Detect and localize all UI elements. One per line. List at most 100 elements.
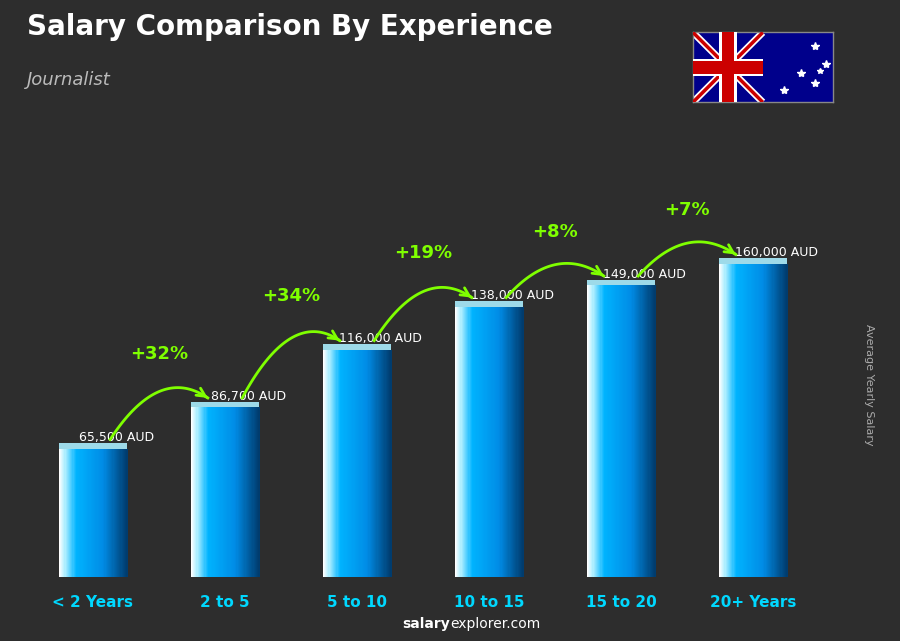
Bar (82, 449, 83, 577)
Bar (58, 443, 127, 449)
Bar (121, 449, 122, 577)
Bar (734, 264, 735, 577)
Bar (338, 350, 340, 577)
Bar (63, 449, 65, 577)
Bar (693, 61, 763, 74)
Bar (100, 449, 102, 577)
Bar (230, 407, 231, 577)
Text: explorer.com: explorer.com (450, 617, 540, 631)
Bar (764, 264, 766, 577)
Bar (647, 285, 649, 577)
Bar (747, 264, 749, 577)
Bar (104, 449, 106, 577)
Bar (722, 33, 734, 102)
Bar (125, 449, 126, 577)
Bar (752, 264, 753, 577)
Bar (774, 264, 775, 577)
Bar (126, 449, 128, 577)
Bar (645, 285, 646, 577)
Text: +32%: +32% (130, 345, 188, 363)
Bar (479, 307, 480, 577)
Bar (522, 307, 524, 577)
Bar (334, 350, 336, 577)
Bar (626, 285, 628, 577)
Bar (639, 285, 641, 577)
Bar (346, 350, 348, 577)
Bar (454, 307, 456, 577)
Bar (653, 285, 654, 577)
Bar (72, 449, 74, 577)
Bar (459, 307, 461, 577)
Bar (192, 407, 194, 577)
Bar (719, 33, 736, 102)
Bar (587, 285, 588, 577)
Bar (378, 350, 379, 577)
Bar (467, 307, 469, 577)
Bar (634, 285, 636, 577)
Bar (729, 264, 731, 577)
Bar (58, 449, 60, 577)
Bar (253, 407, 254, 577)
Bar (349, 350, 350, 577)
Bar (235, 407, 237, 577)
Text: 5 to 10: 5 to 10 (327, 595, 387, 610)
Bar (323, 344, 392, 350)
Bar (620, 285, 621, 577)
Bar (388, 350, 390, 577)
Bar (114, 449, 116, 577)
Bar (113, 449, 115, 577)
Bar (108, 449, 109, 577)
Bar (109, 449, 111, 577)
Text: +34%: +34% (262, 287, 320, 305)
Bar (80, 449, 82, 577)
Bar (772, 264, 774, 577)
Bar (338, 350, 339, 577)
Bar (86, 449, 87, 577)
Bar (636, 285, 637, 577)
Bar (754, 264, 756, 577)
Text: Journalist: Journalist (27, 71, 111, 88)
Bar (340, 350, 341, 577)
Bar (768, 264, 769, 577)
Bar (368, 350, 370, 577)
Bar (384, 350, 386, 577)
Bar (195, 407, 197, 577)
Bar (220, 407, 221, 577)
Bar (232, 407, 233, 577)
Bar (491, 307, 492, 577)
Bar (500, 307, 502, 577)
Bar (483, 307, 485, 577)
Bar (117, 449, 119, 577)
Bar (637, 285, 638, 577)
Bar (604, 285, 605, 577)
Bar (614, 285, 616, 577)
Bar (87, 449, 89, 577)
Bar (343, 350, 345, 577)
Bar (92, 449, 94, 577)
Bar (478, 307, 479, 577)
Bar (213, 407, 215, 577)
Bar (489, 307, 491, 577)
Bar (71, 449, 73, 577)
Bar (496, 307, 498, 577)
Bar (465, 307, 466, 577)
Bar (326, 350, 328, 577)
Bar (360, 350, 362, 577)
Bar (69, 449, 70, 577)
Bar (61, 449, 62, 577)
Bar (202, 407, 203, 577)
Bar (350, 350, 352, 577)
Bar (518, 307, 519, 577)
Bar (599, 285, 600, 577)
Bar (463, 307, 464, 577)
Text: 149,000 AUD: 149,000 AUD (603, 268, 686, 281)
Bar (389, 350, 391, 577)
Bar (67, 449, 68, 577)
Bar (510, 307, 512, 577)
Text: 20+ Years: 20+ Years (710, 595, 796, 610)
Bar (612, 285, 613, 577)
Bar (218, 407, 220, 577)
Bar (381, 350, 382, 577)
Bar (74, 449, 75, 577)
Bar (96, 449, 98, 577)
